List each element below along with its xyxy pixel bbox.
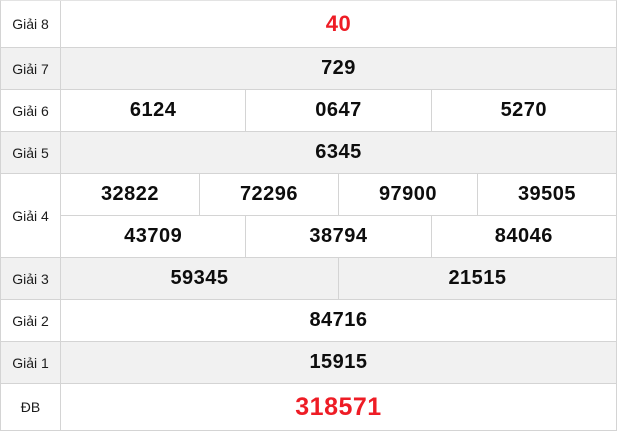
prize-subrow: 84716	[61, 300, 616, 341]
prize-number: 21515	[338, 258, 616, 299]
prize-numbers-group: 6345	[61, 132, 616, 173]
prize-row: Giải 3 59345 21515	[1, 257, 616, 299]
prize-subrow: 6124 0647 5270	[61, 90, 616, 131]
prize-numbers-group: 6124 0647 5270	[61, 90, 616, 131]
prize-label: Giải 1	[1, 342, 61, 383]
prize-subrow: 729	[61, 48, 616, 89]
prize-row: ĐB 318571	[1, 383, 616, 430]
prize-number: 84046	[430, 216, 616, 257]
prize-number: 39505	[477, 174, 616, 215]
prize-number: 72296	[199, 174, 338, 215]
prize-subrow: 40	[61, 1, 616, 47]
prize-number: 729	[321, 57, 356, 79]
prize-number: 40	[325, 11, 352, 36]
prize-row: Giải 4 32822 72296 97900 39505 43709 38794 8404…	[1, 173, 616, 257]
prize-numbers-group: 729	[61, 48, 616, 89]
prize-numbers-group: 32822 72296 97900 39505 43709 38794 84046	[61, 174, 616, 257]
prize-numbers-group: 318571	[61, 384, 616, 430]
prize-numbers-group: 84716	[61, 300, 616, 341]
prize-row: Giải 7 729	[1, 47, 616, 89]
prize-number: 97900	[338, 174, 477, 215]
prize-subrow: 6345	[61, 132, 616, 173]
prize-number: 15915	[309, 351, 368, 373]
prize-number: 32822	[100, 183, 160, 205]
prize-numbers-group: 59345 21515	[61, 258, 616, 299]
prize-subrow: 318571	[61, 384, 616, 430]
prize-subrow: 15915	[61, 342, 616, 383]
prize-subrow: 32822 72296 97900 39505	[61, 174, 616, 215]
prize-number: 318571	[295, 392, 382, 421]
prize-label: Giải 4	[1, 174, 61, 257]
prize-number: 84716	[309, 309, 368, 331]
prize-row: Giải 6 6124 0647 5270	[1, 89, 616, 131]
prize-label: Giải 6	[1, 90, 61, 131]
prize-subrow: 59345 21515	[61, 258, 616, 299]
prize-row: Giải 2 84716	[1, 299, 616, 341]
prize-label: Giải 2	[1, 300, 61, 341]
prize-label: Giải 5	[1, 132, 61, 173]
prize-row: Giải 1 15915	[1, 341, 616, 383]
prize-label: Giải 3	[1, 258, 61, 299]
prize-numbers-group: 40	[61, 1, 616, 47]
prize-label: ĐB	[1, 384, 61, 430]
prize-label: Giải 7	[1, 48, 61, 89]
prize-numbers-group: 15915	[61, 342, 616, 383]
prize-row: Giải 5 6345	[1, 131, 616, 173]
prize-number: 6345	[315, 141, 362, 163]
prize-number: 38794	[245, 216, 430, 257]
prize-row: Giải 8 40	[1, 1, 616, 47]
prize-subrow: 43709 38794 84046	[61, 215, 616, 257]
prize-number: 43709	[124, 225, 183, 247]
prize-number: 6124	[129, 99, 177, 121]
prize-number: 0647	[245, 90, 430, 131]
prize-number: 5270	[430, 90, 616, 131]
prize-number: 59345	[170, 267, 229, 289]
prize-label: Giải 8	[1, 1, 61, 47]
